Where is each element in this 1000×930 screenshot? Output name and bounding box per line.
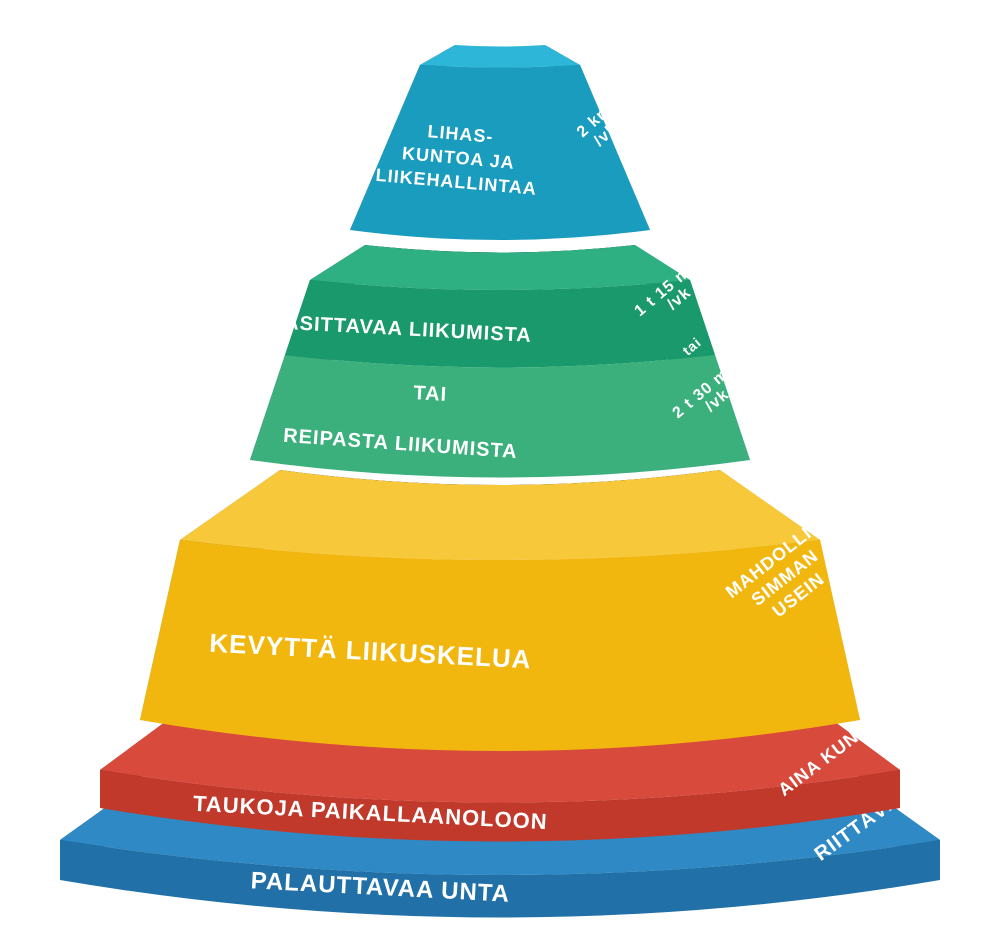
light-top [180, 470, 820, 560]
vig-front-label-2: TAI [413, 382, 448, 406]
activity-pyramid: PALAUTTAVAA UNTARIITTÄVÄSTITAUKOJA PAIKA… [0, 0, 1000, 930]
str-top [420, 45, 580, 68]
vig-top [310, 245, 690, 290]
